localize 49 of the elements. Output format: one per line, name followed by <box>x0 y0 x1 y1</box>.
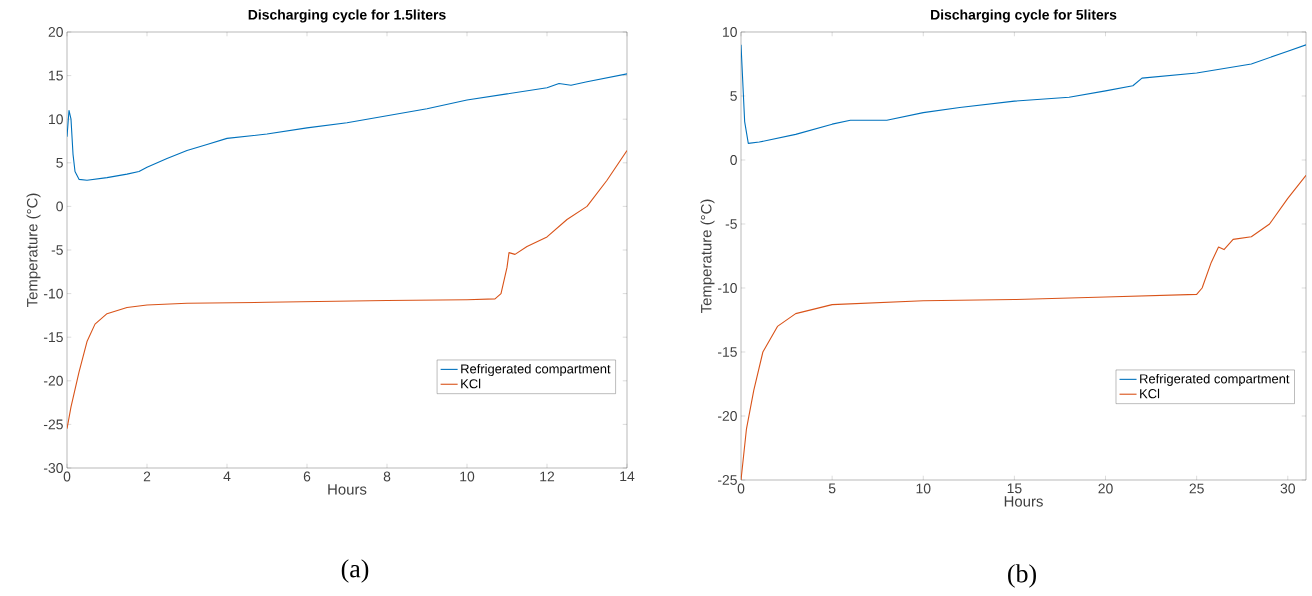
y-tick-label: 0 <box>56 201 63 212</box>
x-tick-label: 30 <box>1280 483 1295 494</box>
y-tick-label: -30 <box>43 463 63 473</box>
x-tick-label: 0 <box>737 483 745 494</box>
y-tick-label: 10 <box>723 27 737 37</box>
x-tick-label: 14 <box>620 471 635 482</box>
y-tick-label: -15 <box>43 332 63 343</box>
x-tick-label: 8 <box>383 471 391 482</box>
legend-label: KCl <box>461 378 481 389</box>
y-tick-label: 0 <box>730 155 737 165</box>
x-tick-label: 6 <box>303 471 311 482</box>
chart-title: Discharging cycle for 5liters <box>931 9 1117 23</box>
line-series <box>741 174 1307 480</box>
y-tick-label: -5 <box>725 219 737 229</box>
chart-title: Discharging cycle for 1.5liters <box>248 9 446 23</box>
legend-label: Refrigerated compartment <box>1140 373 1290 386</box>
x-tick-label: 10 <box>460 471 475 482</box>
y-tick-label: 10 <box>49 114 63 125</box>
x-axis-title: Hours <box>1004 496 1043 507</box>
y-tick-label: 5 <box>56 157 63 168</box>
x-tick-label: 0 <box>63 471 71 482</box>
y-tick-label: -10 <box>717 283 737 293</box>
x-axis-title: Hours <box>328 484 367 495</box>
y-tick-label: 15 <box>49 70 63 81</box>
y-axis-title: Temperature (°C) <box>700 199 715 314</box>
y-tick-label: -5 <box>51 245 63 255</box>
x-tick-label: 12 <box>540 471 555 482</box>
x-tick-label: 4 <box>223 471 231 482</box>
y-tick-label: -15 <box>717 347 737 357</box>
y-tick-label: -25 <box>43 419 63 430</box>
x-tick-label: 15 <box>1007 483 1022 494</box>
y-tick-label: -10 <box>43 288 63 299</box>
legend-label: Refrigerated compartment <box>461 363 611 377</box>
x-tick-label: 20 <box>1098 483 1113 494</box>
x-tick-label: 2 <box>143 471 151 482</box>
legend-label: KCl <box>1140 388 1160 399</box>
y-tick-label: 5 <box>730 91 737 101</box>
y-tick-label: -25 <box>717 475 737 485</box>
x-tick-label: 10 <box>916 483 931 494</box>
y-tick-label: 20 <box>48 27 63 37</box>
text: (b) <box>1008 564 1036 588</box>
line-series <box>67 150 628 430</box>
text: (a) <box>341 559 369 583</box>
x-tick-label: 25 <box>1189 483 1204 494</box>
y-axis-title: Temperature (°C) <box>26 193 41 308</box>
y-tick-label: -20 <box>43 375 63 386</box>
y-tick-label: -20 <box>717 411 737 421</box>
line-series <box>741 44 1307 144</box>
x-tick-label: 5 <box>828 483 836 494</box>
